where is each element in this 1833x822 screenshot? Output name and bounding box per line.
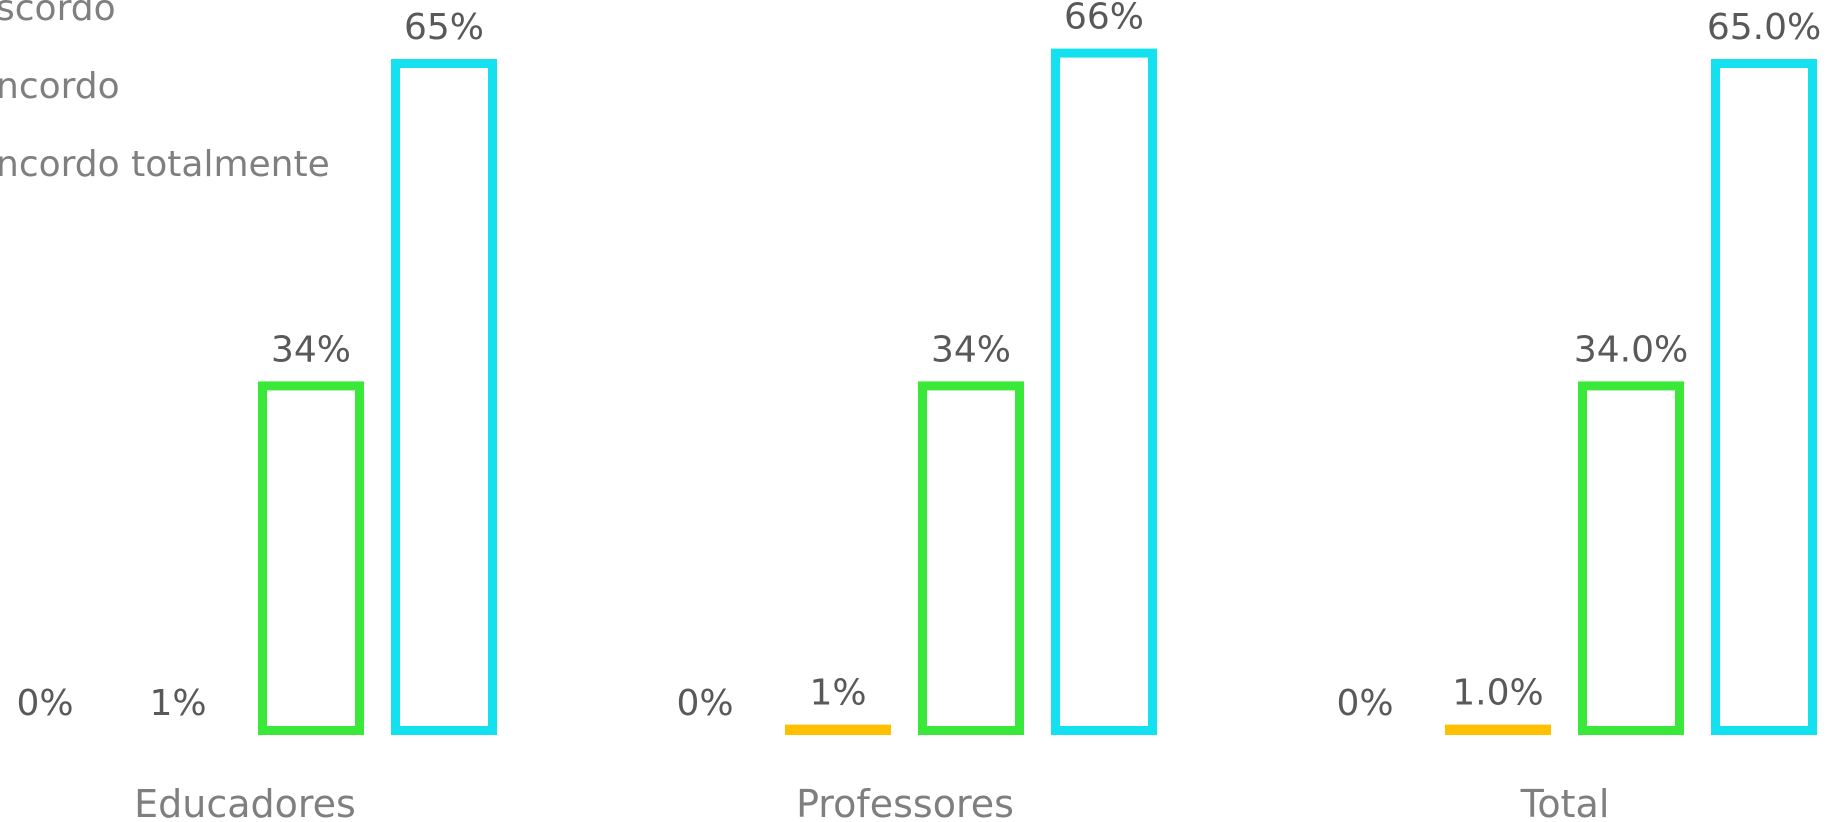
data-label-total-series-4: 65.0% [1707,7,1821,48]
bar-educadores-series-4 [391,59,497,735]
plot-area: 0% 1% 34% 65% 0% 1% 34% 66% 0% 1.0% 34.0% 65.0% [16,0,1821,736]
data-label-total-series-2: 1.0% [1452,673,1543,714]
data-label-educadores-series-4: 65% [404,7,484,48]
bar-total-series-4 [1711,59,1817,735]
bar-total-series-3 [1578,381,1684,735]
data-label-total-series-3: 34.0% [1574,329,1688,370]
data-label-educadores-series-1: 0% [16,683,73,724]
data-label-professores-series-1: 0% [676,683,733,724]
data-label-total-series-1: 0% [1336,683,1393,724]
data-label-educadores-series-2: 1% [149,683,206,724]
data-label-professores-series-3: 34% [931,329,1011,370]
data-label-educadores-series-3: 34% [271,329,351,370]
bar-professores-series-2 [785,724,891,735]
bar-professores-series-4 [1051,48,1157,736]
bar-professores-series-3 [918,381,1024,735]
data-label-professores-series-2: 1% [809,673,866,714]
legend-entry-3: ncordo totalmente [0,144,330,185]
x-axis: Educadores Professores Total [134,782,1609,822]
legend-entry-2: ncordo [0,66,120,107]
x-tick-label-professores: Professores [796,782,1014,822]
bar-educadores-series-3 [258,381,364,735]
x-tick-label-total: Total [1520,782,1610,822]
legend: scordo ncordo ncordo totalmente [0,0,330,185]
data-label-professores-series-4: 66% [1064,0,1144,38]
bar-total-series-2 [1445,724,1551,735]
legend-entry-1: scordo [0,0,116,29]
x-tick-label-educadores: Educadores [134,782,356,822]
